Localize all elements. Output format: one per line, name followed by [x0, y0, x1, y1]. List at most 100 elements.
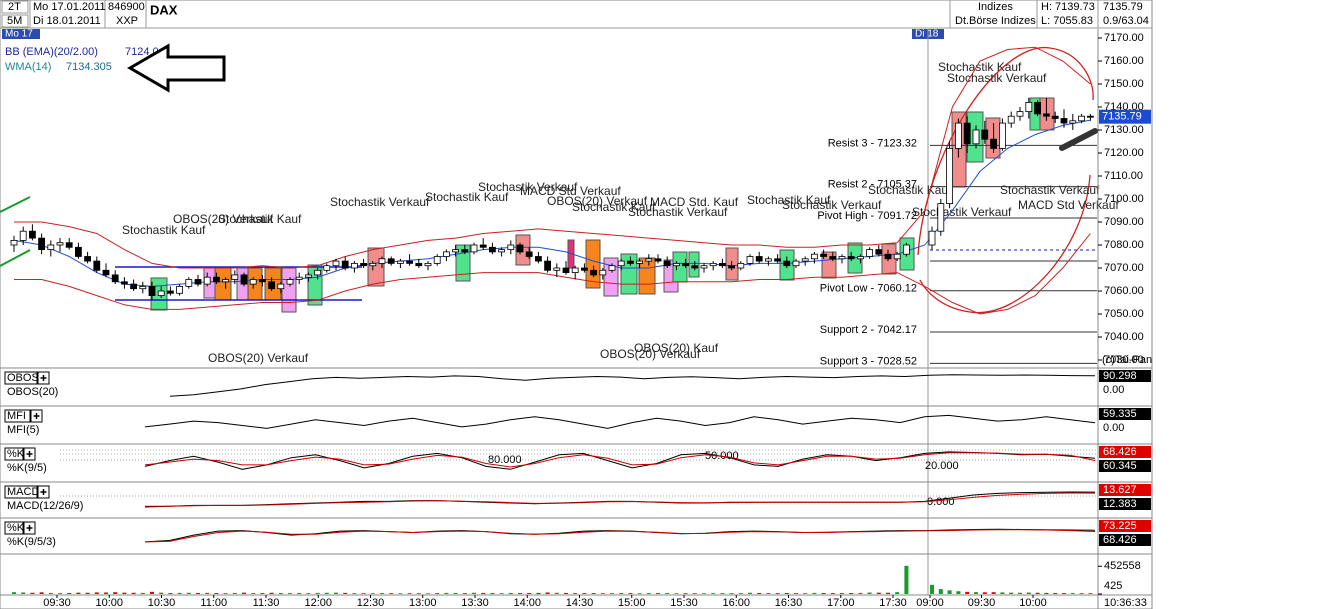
candle-body	[277, 283, 285, 290]
indicator-line	[169, 374, 1096, 397]
group: Indizes	[978, 1, 1013, 13]
y-tick-label: 7040.00	[1104, 331, 1144, 343]
period-box[interactable]	[1, 0, 29, 14]
candle-body	[452, 249, 460, 253]
volume-bar	[1035, 592, 1040, 594]
volume-bar	[545, 592, 550, 594]
period[interactable]: 2T	[8, 1, 21, 13]
panel-button[interactable]	[4, 485, 38, 499]
interval-box[interactable]	[1, 14, 29, 28]
panel-label: MFI(5)	[7, 424, 39, 436]
volume-bar	[205, 592, 210, 594]
candle-body	[525, 251, 533, 257]
volume-bar	[490, 593, 495, 594]
candle-body	[972, 129, 980, 145]
legend-wma: WMA(14)	[5, 61, 51, 73]
volume-tick-label: 425	[1104, 580, 1122, 592]
volume-bar	[1053, 593, 1058, 594]
volume-bar	[982, 592, 987, 594]
interval[interactable]: 5M	[7, 15, 22, 27]
legend-bb: BB (EMA)(20/2.00)	[5, 46, 98, 58]
candle-body	[516, 244, 524, 253]
candle-body	[709, 262, 717, 267]
volume-bar	[113, 592, 118, 594]
panel-name: MACD	[7, 486, 39, 498]
candle-body	[544, 260, 551, 271]
candle-body	[857, 256, 864, 260]
candle-body	[937, 203, 945, 232]
wkn: 846900	[108, 1, 145, 13]
annotation: OBOS(20) Verkauf	[547, 194, 648, 208]
candle-body	[203, 276, 211, 285]
volume-bar	[508, 592, 513, 594]
date-to: Di 18.01.2011	[33, 15, 101, 27]
pivot-label: Support 2 - 7042.17	[820, 324, 917, 336]
readout: 59.335	[1103, 408, 1137, 420]
x-tick-label: 16:00	[722, 597, 750, 609]
candle-body	[433, 256, 441, 264]
volume-bar	[619, 592, 624, 594]
panel-button[interactable]	[4, 521, 24, 535]
candle-body	[314, 269, 322, 276]
annotation: Stochastik Kauf	[122, 223, 206, 237]
volume-bar	[1018, 592, 1022, 594]
volume-bar	[472, 592, 476, 594]
candle-body	[148, 285, 156, 296]
volume-bar	[656, 593, 660, 594]
candle-body	[47, 244, 55, 250]
volume-bar	[407, 593, 412, 594]
x-tick-label: 16:30	[775, 597, 803, 609]
candle-body	[249, 279, 257, 285]
volume-bar	[214, 593, 219, 594]
candle-body	[139, 285, 147, 290]
plus-icon	[40, 489, 47, 495]
candle-body	[700, 265, 708, 269]
day-marker	[2, 29, 40, 39]
trend-line	[0, 196, 31, 213]
y-tick-label: 7030.00	[1104, 354, 1144, 366]
candle-body	[166, 290, 174, 294]
signal-box	[281, 267, 297, 313]
annotation: Stochastik Verkauf	[947, 71, 1047, 85]
volume-bar	[260, 593, 265, 594]
volume-bar	[554, 592, 559, 594]
candle-body	[121, 281, 128, 285]
y-tick-label: 7170.00	[1104, 32, 1144, 44]
volume-bar	[462, 593, 467, 594]
x-tick-label: 13:30	[461, 597, 489, 609]
volume-bar	[1070, 593, 1075, 594]
volume-bar	[242, 592, 246, 594]
volume-bar	[288, 593, 292, 594]
readout-box	[1099, 460, 1151, 472]
volume-bar	[821, 593, 826, 594]
volume-bar	[564, 592, 568, 594]
candle-body	[590, 269, 597, 276]
candle-body	[562, 267, 570, 273]
candle-body	[396, 260, 404, 264]
panel-button[interactable]	[4, 447, 24, 461]
candle-body	[645, 258, 653, 262]
legend-wma-value: 7134.305	[66, 61, 112, 73]
candle-body	[65, 242, 73, 248]
arrow-annotation	[127, 43, 226, 93]
volume-bar	[398, 593, 403, 594]
candle-body	[1051, 115, 1059, 119]
volume-bar	[536, 592, 541, 594]
header: 2T 5M Mo 17.01.2011 Di 18.01.2011 846900…	[0, 0, 1152, 29]
candle-body	[1060, 118, 1068, 124]
readout: 12.383	[1103, 498, 1137, 510]
indicator-line	[144, 529, 1096, 543]
panel-button[interactable]	[4, 409, 31, 423]
candle-body	[663, 260, 671, 267]
candle-body	[801, 258, 809, 262]
volume-bar	[867, 592, 872, 594]
plus-icon	[26, 451, 33, 457]
volume-bar	[674, 593, 679, 594]
volume-bar	[352, 593, 357, 594]
volume-bar	[876, 592, 881, 594]
panel-button[interactable]	[4, 371, 38, 385]
annotation: OBOS(20) Kauf	[634, 341, 719, 355]
level-label: 0.000	[927, 496, 955, 508]
signal-box	[214, 267, 232, 301]
candle-body	[479, 244, 487, 248]
